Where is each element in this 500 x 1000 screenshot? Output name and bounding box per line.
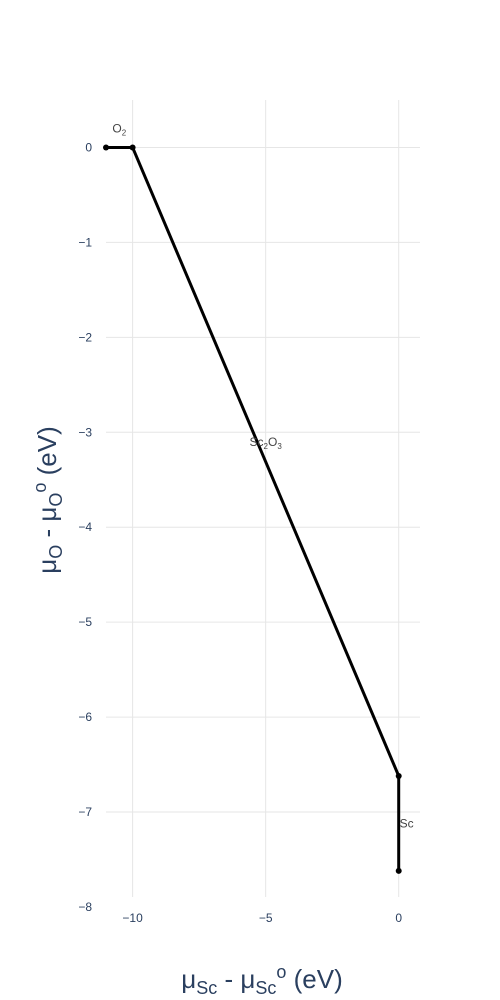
- phase-annotations: O2 Sc2O3 Sc: [112, 121, 413, 830]
- x-axis-ticks: −10 −5 0: [122, 911, 402, 925]
- vertex-point: [129, 144, 136, 151]
- y-axis-ticks: 0 −1 −2 −3 −4 −5 −6 −7 −8: [78, 140, 92, 914]
- y-tick-label: −6: [78, 710, 92, 724]
- y-tick-label: −5: [78, 615, 92, 629]
- annotation-sc: Sc: [400, 816, 414, 830]
- y-tick-label: −8: [78, 900, 92, 914]
- vertex-points: [103, 144, 402, 874]
- annotation-o2: O2: [112, 121, 126, 137]
- vertex-point: [395, 867, 402, 874]
- stability-lines: [106, 145, 401, 871]
- x-tick-label: −5: [259, 911, 273, 925]
- x-tick-label: −10: [122, 911, 143, 925]
- y-tick-label: 0: [85, 140, 92, 154]
- y-axis-title: μO - μOo (eV): [30, 426, 66, 573]
- vertex-point: [103, 144, 109, 151]
- y-tick-label: −3: [78, 425, 92, 439]
- line-Sc2O3-boundary: [131, 146, 401, 777]
- x-axis-title: μSc - μSco (eV): [181, 962, 342, 998]
- annotation-sc2o3: Sc2O3: [250, 435, 283, 451]
- y-tick-label: −1: [78, 235, 92, 249]
- y-tick-label: −7: [78, 805, 92, 819]
- grid-lines: [106, 100, 420, 897]
- y-tick-label: −2: [78, 330, 92, 344]
- x-tick-label: 0: [395, 911, 402, 925]
- vertex-point: [395, 772, 402, 779]
- y-tick-label: −4: [78, 520, 92, 534]
